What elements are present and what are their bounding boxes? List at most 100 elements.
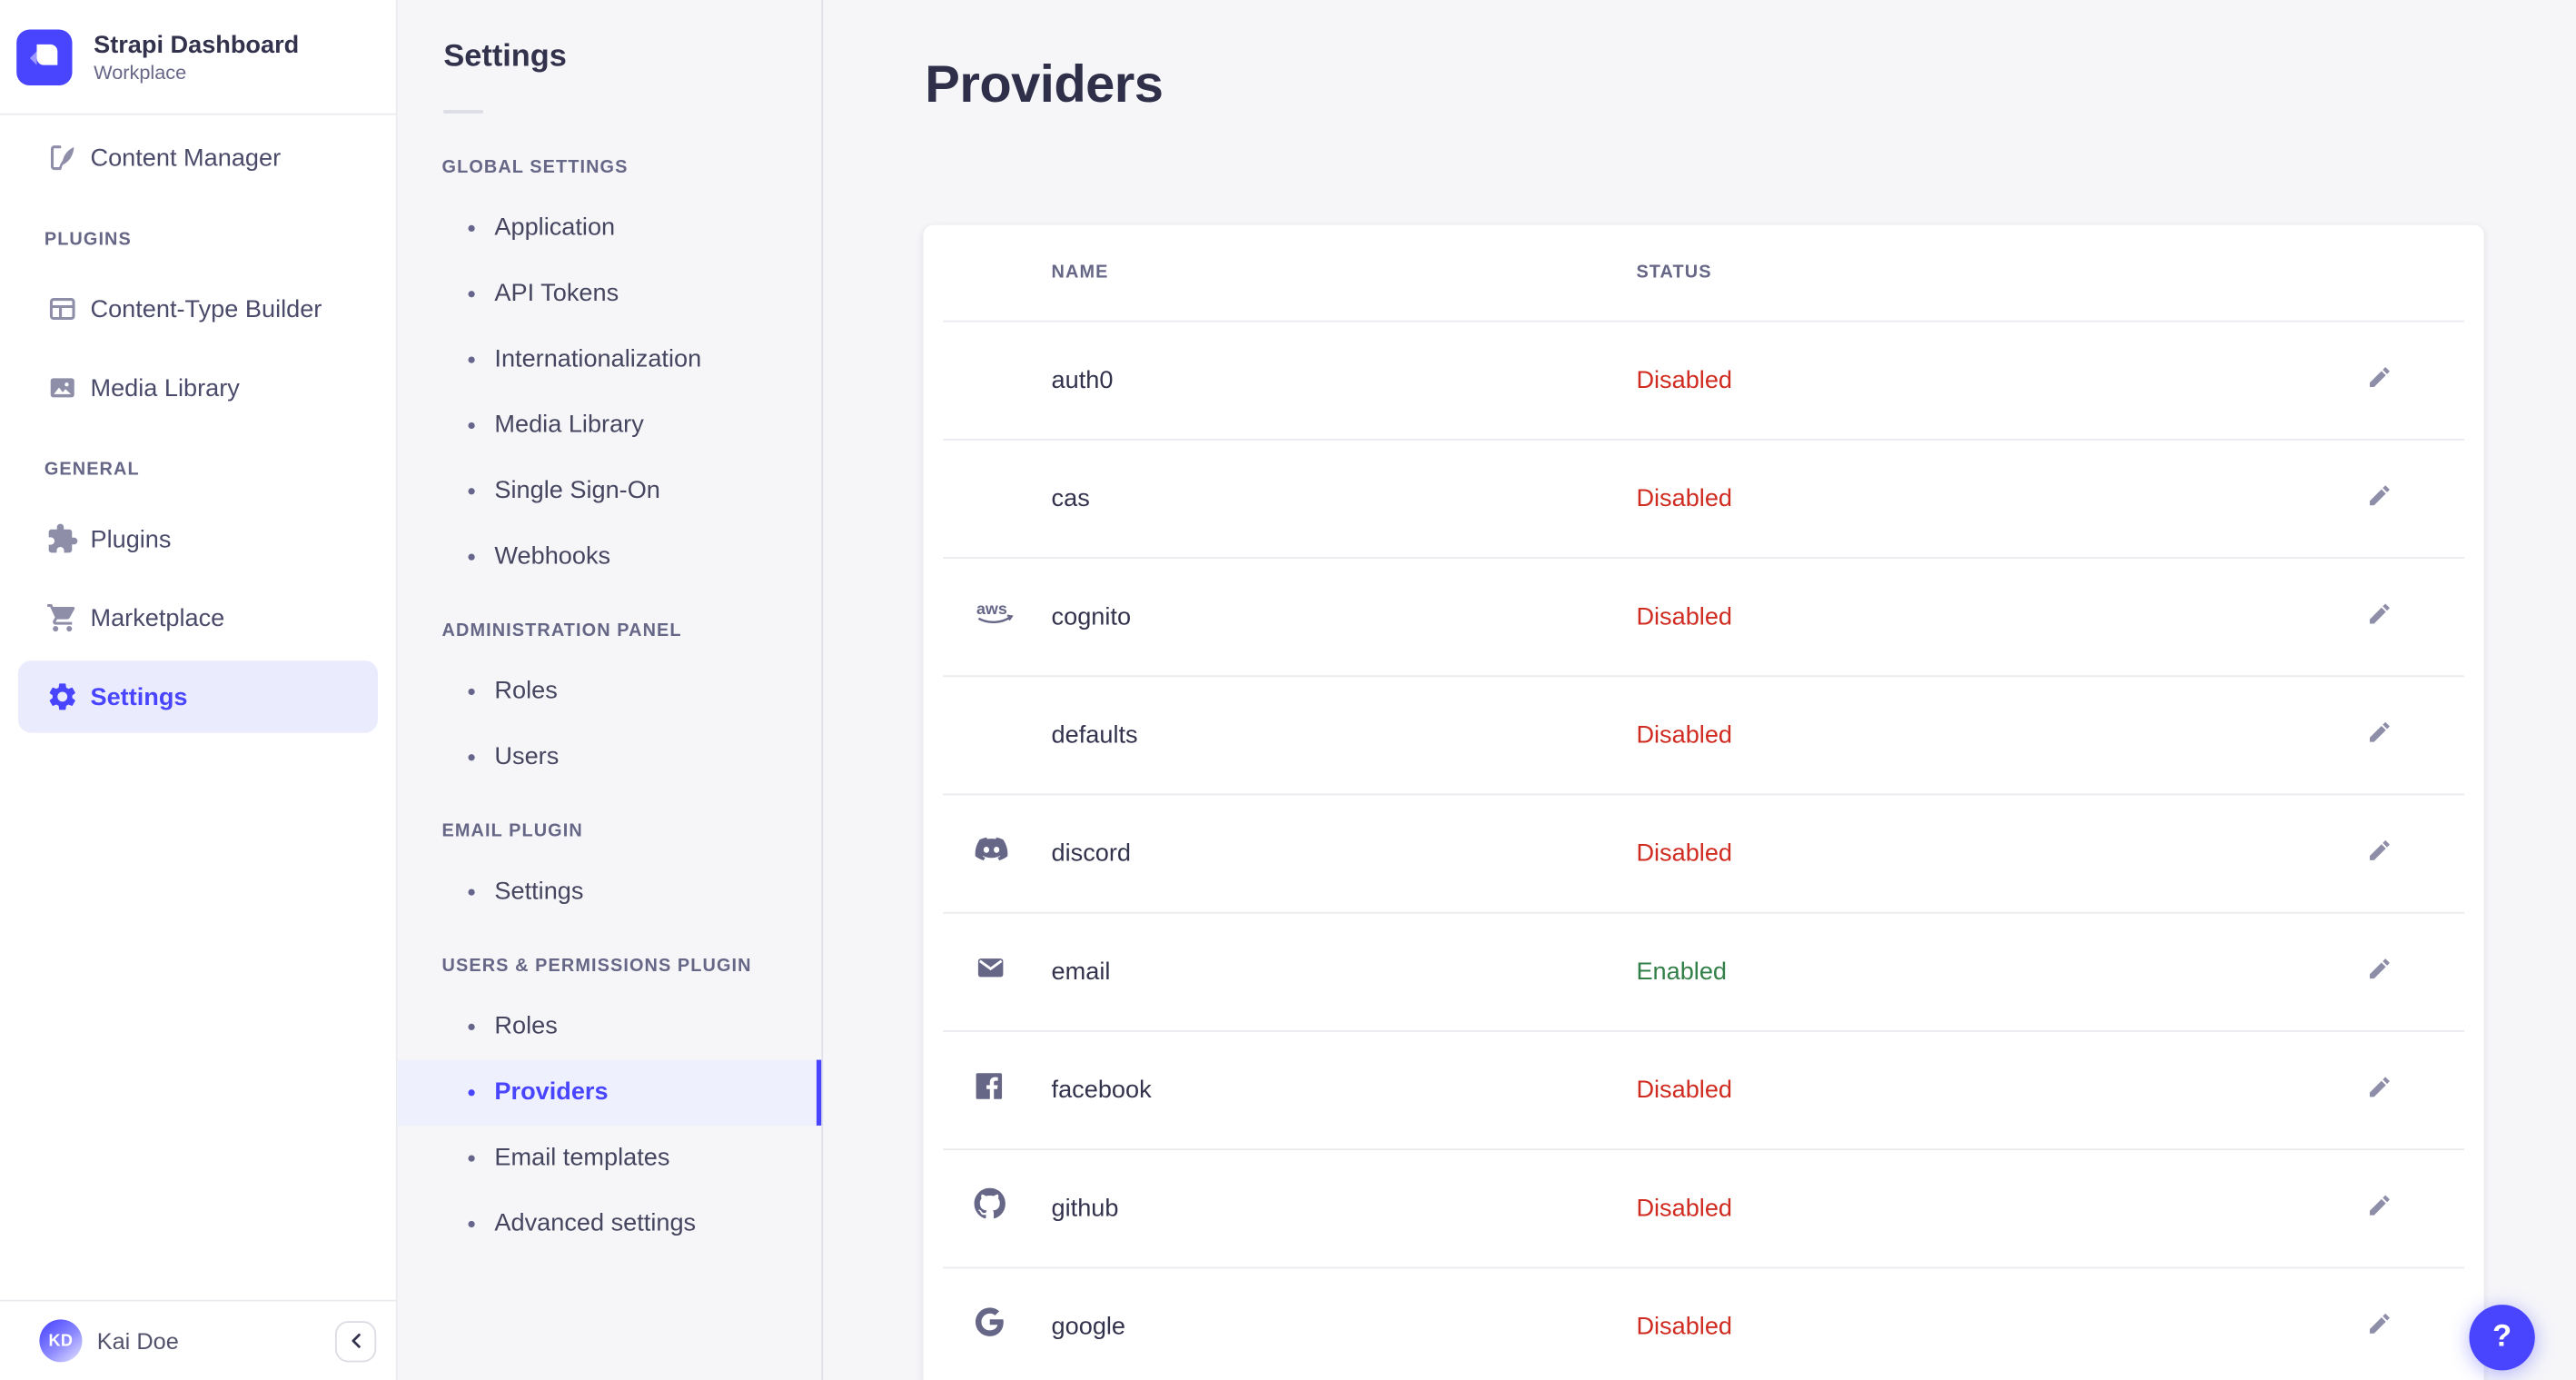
provider-name: discord	[1051, 839, 1132, 868]
column-header-name: NAME	[1051, 263, 1109, 283]
edit-provider-button[interactable]	[2357, 477, 2400, 520]
provider-icon-cell	[975, 837, 1052, 869]
sidebar-item-plugins[interactable]: Plugins	[18, 502, 378, 575]
edit-pencil-icon	[2365, 837, 2393, 869]
nav-section-label-general: GENERAL	[44, 460, 140, 481]
column-header-status: STATUS	[1636, 263, 1712, 283]
provider-icon-cell: aws	[975, 597, 1052, 635]
settings-section-administration-panel: ADMINISTRATION PANEL Roles Users	[398, 620, 822, 790]
status-badge: Disabled	[1636, 1194, 1733, 1222]
settings-nav-item-media-library[interactable]: Media Library	[398, 392, 822, 458]
provider-icon-cell	[974, 1187, 1052, 1227]
edit-provider-button[interactable]	[2357, 713, 2400, 756]
provider-name: cognito	[1051, 601, 1132, 630]
edit-provider-button[interactable]	[2357, 831, 2400, 874]
providers-table-card: NAME STATUS auth0 Disabled cas Disabled aws c…	[923, 224, 2484, 1380]
provider-name: facebook	[1051, 1075, 1152, 1104]
settings-nav-item-webhooks[interactable]: Webhooks	[398, 524, 822, 590]
google-icon	[975, 1306, 1006, 1345]
collapse-sidebar-button[interactable]	[334, 1320, 377, 1362]
settings-nav-item-api-tokens[interactable]: API Tokens	[398, 262, 822, 327]
settings-nav-item-users[interactable]: Users	[398, 725, 822, 790]
workspace-label: Workplace	[94, 60, 187, 84]
status-badge: Enabled	[1636, 957, 1728, 986]
settings-nav-item-single-sign-on[interactable]: Single Sign-On	[398, 459, 822, 524]
edit-pencil-icon	[2365, 718, 2393, 750]
settings-nav-title: Settings	[443, 39, 567, 74]
table-row-discord: discord Disabled	[923, 793, 2483, 912]
settings-nav-item-settings[interactable]: Settings	[398, 859, 822, 925]
status-badge: Disabled	[1636, 1075, 1733, 1104]
table-row-defaults: defaults Disabled	[923, 675, 2483, 793]
settings-section-label: ADMINISTRATION PANEL	[441, 621, 682, 641]
brand-text: Strapi Dashboard Workplace	[94, 29, 299, 84]
edit-pencil-icon	[2365, 363, 2393, 396]
sidebar-item-label: Settings	[90, 682, 188, 711]
nav-section-label-plugins: PLUGINS	[44, 230, 132, 250]
provider-name: auth0	[1051, 365, 1114, 394]
provider-name: google	[1051, 1312, 1126, 1340]
settings-nav-item-providers[interactable]: Providers	[397, 1059, 822, 1126]
edit-pencil-icon	[2365, 955, 2393, 988]
settings-nav-item-advanced-settings[interactable]: Advanced settings	[398, 1191, 822, 1256]
settings-nav-item-email-templates[interactable]: Email templates	[398, 1126, 822, 1191]
edit-pencil-icon	[2365, 1310, 2393, 1343]
settings-section-label: USERS & PERMISSIONS PLUGIN	[441, 956, 752, 977]
edit-provider-button[interactable]	[2357, 1186, 2400, 1229]
edit-pencil-icon	[2365, 482, 2393, 514]
table-row-auth0: auth0 Disabled	[923, 320, 2483, 439]
avatar: KD	[39, 1319, 83, 1363]
sidebar-item-settings[interactable]: Settings	[17, 660, 378, 733]
sidebar-item-content-type-builder[interactable]: Content-Type Builder	[18, 273, 378, 345]
sidebar-item-content-manager[interactable]: Content Manager	[18, 122, 378, 194]
status-badge: Disabled	[1636, 1312, 1733, 1340]
app-title: Strapi Dashboard	[94, 30, 300, 59]
edit-provider-button[interactable]	[2357, 949, 2400, 992]
content-type-builder-icon	[46, 293, 79, 325]
status-badge: Disabled	[1636, 483, 1733, 512]
settings-nav-item-application[interactable]: Application	[398, 195, 822, 261]
edit-provider-button[interactable]	[2357, 1305, 2400, 1347]
provider-name: defaults	[1051, 720, 1138, 749]
table-header: NAME STATUS	[923, 225, 2483, 321]
settings-section-label: GLOBAL SETTINGS	[441, 157, 629, 178]
settings-section-global-settings: GLOBAL SETTINGS Application API Tokens Inte…	[398, 156, 822, 590]
settings-section-email-plugin: EMAIL PLUGIN Settings	[398, 820, 822, 926]
edit-pencil-icon	[2365, 1073, 2393, 1106]
provider-icon-cell	[975, 1070, 1052, 1108]
settings-nav-item-roles[interactable]: Roles	[398, 994, 822, 1059]
table-row-email: email Enabled	[923, 911, 2483, 1030]
user-name: Kai Doe	[96, 1327, 179, 1355]
table-row-cas: cas Disabled	[923, 438, 2483, 557]
sidebar-item-label: Content-Type Builder	[90, 294, 322, 323]
main-sidebar: Strapi Dashboard Workplace Content Manag…	[0, 0, 398, 1380]
plugins-icon	[46, 522, 79, 555]
status-badge: Disabled	[1636, 601, 1733, 630]
edit-pencil-icon	[2365, 600, 2393, 632]
svg-text:aws: aws	[976, 599, 1007, 617]
sidebar-item-marketplace[interactable]: Marketplace	[18, 581, 378, 654]
edit-provider-button[interactable]	[2357, 1068, 2400, 1111]
provider-icon-cell	[975, 1306, 1052, 1345]
discord-icon	[975, 837, 1009, 869]
settings-section-users-permissions-plugin: USERS & PERMISSIONS PLUGIN Roles Providers…	[397, 955, 822, 1257]
github-icon	[974, 1187, 1006, 1227]
settings-nav-item-internationalization[interactable]: Internationalization	[398, 327, 822, 392]
sidebar-item-label: Marketplace	[90, 603, 225, 632]
marketplace-icon	[46, 601, 79, 634]
brand-header: Strapi Dashboard Workplace	[0, 0, 396, 115]
help-button[interactable]: ?	[2469, 1305, 2535, 1371]
chevron-left-icon	[348, 1328, 364, 1353]
settings-nav-item-roles[interactable]: Roles	[398, 659, 822, 724]
edit-provider-button[interactable]	[2357, 595, 2400, 638]
sidebar-item-media-library[interactable]: Media Library	[18, 352, 378, 424]
sidebar-item-label: Content Manager	[90, 144, 282, 173]
status-badge: Disabled	[1636, 720, 1733, 749]
settings-section-label: EMAIL PLUGIN	[441, 821, 583, 842]
email-icon	[975, 950, 1007, 991]
edit-provider-button[interactable]	[2357, 358, 2400, 401]
table-row-cognito: aws cognito Disabled	[923, 557, 2483, 675]
user-profile[interactable]: KD Kai Doe	[0, 1299, 396, 1380]
provider-name: cas	[1051, 483, 1090, 512]
